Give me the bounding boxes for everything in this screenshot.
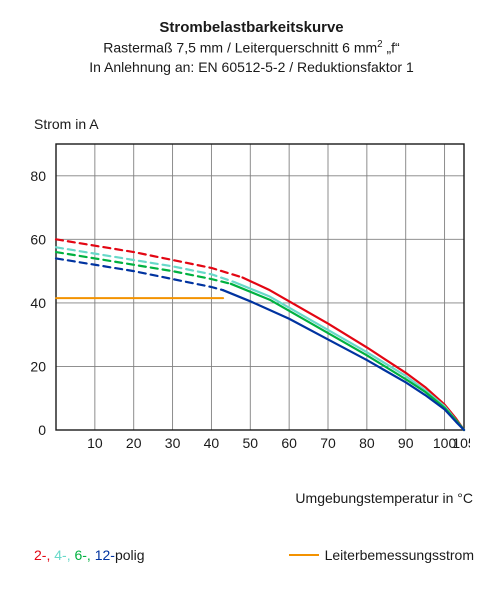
plot-area: 102030405060708090100105020406080 xyxy=(50,138,470,458)
x-axis-label: Umgebungstemperatur in °C xyxy=(295,490,473,506)
legend-poles: 2-, 4-, 6-, 12-polig xyxy=(34,547,289,563)
chart-page: Strombelastbarkeitskurve Rastermaß 7,5 m… xyxy=(0,0,503,590)
legend-pole-1: 4- xyxy=(50,547,66,563)
legend-poles-suffix: polig xyxy=(115,547,145,563)
subtitle1-post: „f“ xyxy=(383,40,400,56)
svg-text:60: 60 xyxy=(30,231,46,247)
svg-text:0: 0 xyxy=(38,422,46,438)
legend-pole-3: 12- xyxy=(91,547,115,563)
svg-text:20: 20 xyxy=(126,435,142,451)
svg-text:90: 90 xyxy=(398,435,414,451)
svg-text:20: 20 xyxy=(30,358,46,374)
svg-text:50: 50 xyxy=(242,435,258,451)
title-block: Strombelastbarkeitskurve Rastermaß 7,5 m… xyxy=(10,18,493,77)
svg-text:70: 70 xyxy=(320,435,336,451)
chart-title: Strombelastbarkeitskurve xyxy=(10,18,493,38)
chart-subtitle-1: Rastermaß 7,5 mm / Leiterquerschnitt 6 m… xyxy=(10,38,493,58)
svg-text:40: 40 xyxy=(204,435,220,451)
y-axis-label: Strom in A xyxy=(34,116,99,132)
svg-text:10: 10 xyxy=(87,435,103,451)
svg-text:60: 60 xyxy=(281,435,297,451)
legend-lb-label: Leiterbemessungsstrom xyxy=(325,547,474,563)
chart-subtitle-2: In Anlehnung an: EN 60512-5-2 / Reduktio… xyxy=(10,58,493,77)
chart-svg: 102030405060708090100105020406080 xyxy=(22,138,470,458)
svg-text:30: 30 xyxy=(165,435,181,451)
svg-text:80: 80 xyxy=(359,435,375,451)
legend-pole-2: 6- xyxy=(71,547,87,563)
svg-text:105: 105 xyxy=(452,435,470,451)
legend-leiterbemessung: Leiterbemessungsstrom xyxy=(289,547,474,563)
legend: 2-, 4-, 6-, 12-polig Leiterbemessungsstr… xyxy=(34,540,474,570)
subtitle1-pre: Rastermaß 7,5 mm / Leiterquerschnitt 6 m… xyxy=(103,40,377,56)
legend-pole-0: 2- xyxy=(34,547,46,563)
svg-text:40: 40 xyxy=(30,295,46,311)
svg-text:80: 80 xyxy=(30,168,46,184)
legend-line-icon xyxy=(289,554,319,556)
